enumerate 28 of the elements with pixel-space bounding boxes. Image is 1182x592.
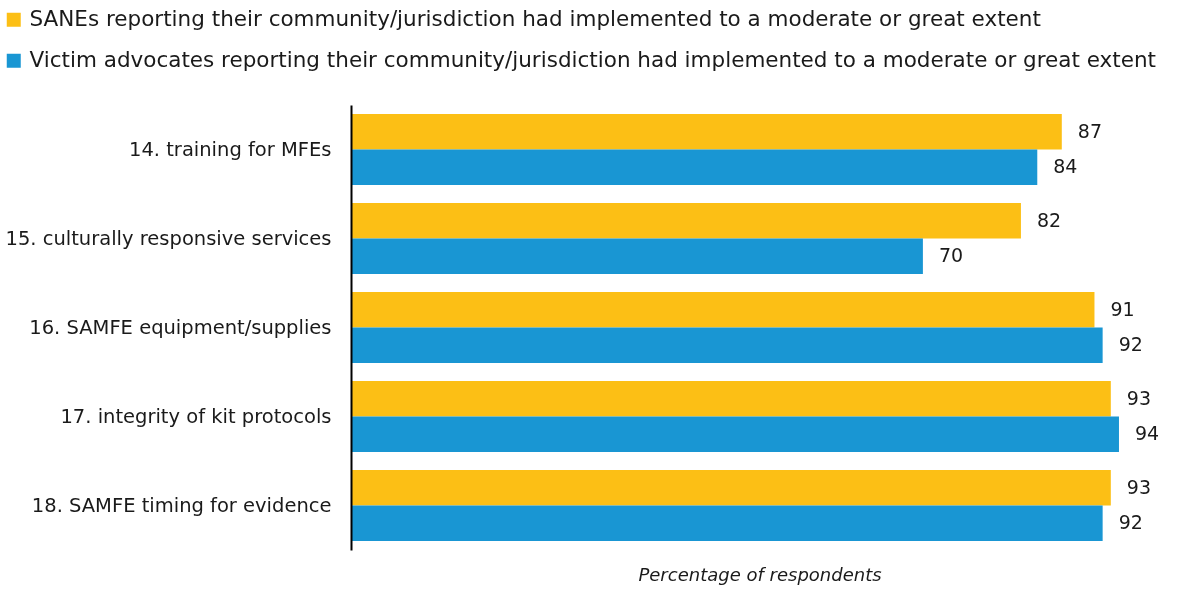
y-tick-label: 14. training for MFEs [129, 137, 332, 161]
data-label: 82 [1036, 208, 1062, 231]
x-axis-title: Percentage of respondents [638, 563, 882, 585]
data-label: 93 [1126, 475, 1151, 498]
bar [351, 238, 923, 275]
bar [351, 380, 1111, 417]
y-tick-label: 15. culturally responsive services [5, 226, 332, 250]
y-tick-label: 17. integrity of kit protocols [60, 404, 332, 428]
data-label: 87 [1077, 119, 1102, 142]
bar [351, 113, 1062, 150]
bar [351, 202, 1021, 239]
bar [351, 505, 1103, 542]
data-label: 70 [938, 244, 964, 267]
legend-label: SANEs reporting their community/jurisdiction had implemented to a moderate or great extent [29, 5, 1041, 31]
bar [351, 149, 1038, 186]
data-label: 92 [1118, 511, 1143, 534]
bar [351, 291, 1095, 328]
data-label: 91 [1110, 297, 1135, 320]
data-label: 93 [1126, 386, 1151, 409]
legend-label: Victim advocates reporting their community/jurisdiction had implemented to a moderate or great extent [29, 46, 1157, 72]
data-label: 94 [1134, 422, 1160, 445]
data-label: 84 [1053, 155, 1078, 178]
bar [351, 469, 1111, 506]
y-tick-label: 16. SAMFE equipment/supplies [29, 315, 332, 339]
bar [351, 327, 1103, 364]
y-tick-label: 18. SAMFE timing for evidence [31, 493, 332, 517]
bar [351, 416, 1119, 453]
data-label: 92 [1118, 333, 1143, 356]
